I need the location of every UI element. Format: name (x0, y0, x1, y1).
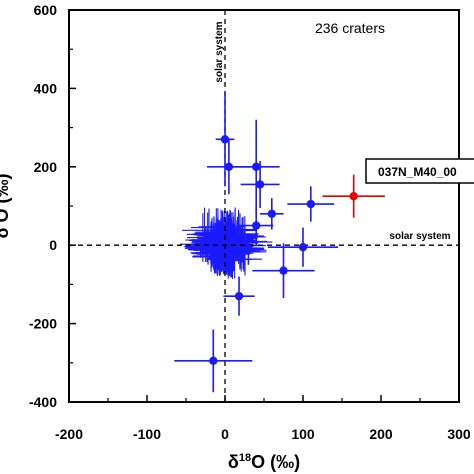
x-tick-label: 300 (447, 426, 471, 442)
y-tick-label: 200 (34, 159, 58, 175)
data-point-marker (234, 291, 244, 301)
data-point-marker (252, 162, 261, 171)
data-point-marker (209, 356, 218, 366)
data-point-marker (306, 199, 315, 209)
x-tick-label: -200 (55, 426, 83, 442)
y-tick-label: -400 (29, 394, 57, 410)
data-point-marker (298, 242, 308, 252)
x-axis-label-post: O (‰) (251, 452, 300, 472)
highlight-callout-box (365, 158, 474, 184)
data-point-marker (252, 221, 261, 230)
highlight-point-marker (349, 192, 358, 201)
y-axis-label: δ O (‰) (0, 174, 12, 239)
x-axis-label-superscript: 18 (239, 452, 251, 464)
crater-count-label: 236 craters (315, 20, 385, 36)
highlight-callout: 037N_M40_00 (365, 158, 474, 184)
data-point-marker (267, 209, 276, 219)
y-tick-label: 400 (34, 80, 58, 96)
data-points (174, 92, 385, 393)
highlight-callout-label: 037N_M40_00 (378, 165, 457, 179)
x-tick-label: -100 (133, 426, 161, 442)
axis-ticks: -200 -100 0 100 200 300 -400 -200 0 200 400 600 (29, 2, 471, 442)
solar-system-vertical-label: solar system (214, 21, 225, 82)
y-tick-label: 0 (49, 237, 57, 253)
reference-lines (69, 10, 459, 402)
x-axis-label-pre: δ (228, 452, 239, 472)
x-tick-label: 0 (221, 426, 229, 442)
solar-system-horizontal-label: solar system (389, 231, 450, 242)
error-bar-cloud (180, 207, 273, 279)
data-point-marker (279, 266, 288, 275)
data-point-marker (255, 180, 265, 189)
y-tick-label: -200 (29, 316, 57, 332)
x-tick-label: 100 (291, 426, 315, 442)
x-tick-label: 200 (369, 426, 393, 442)
y-tick-label: 600 (34, 2, 58, 18)
data-point-marker (244, 244, 253, 254)
x-axis-label: δ18O (‰) (228, 452, 300, 472)
data-point-marker (224, 162, 234, 171)
data-point-marker (220, 135, 230, 144)
